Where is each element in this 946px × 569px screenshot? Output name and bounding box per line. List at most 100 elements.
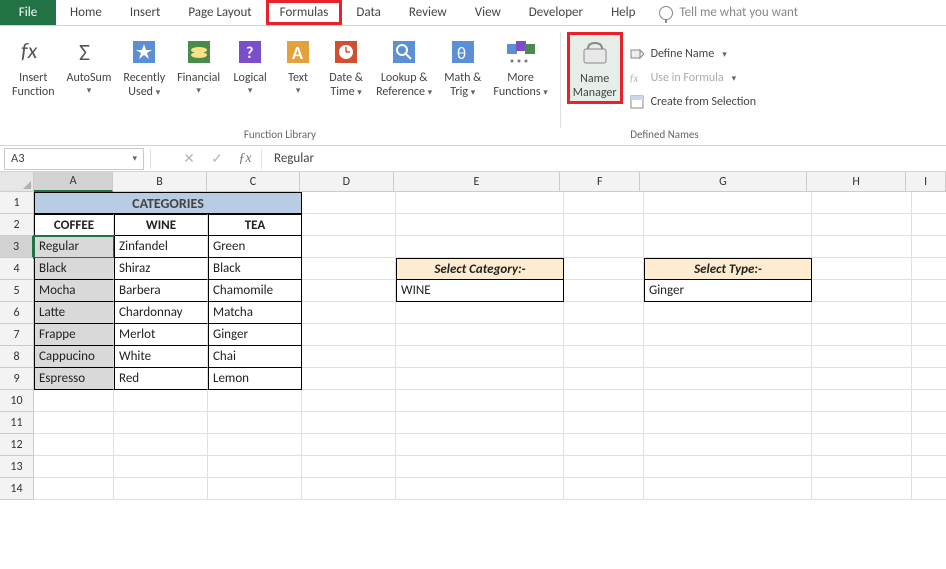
cell[interactable] — [644, 390, 812, 412]
cell[interactable]: Shiraz — [114, 258, 208, 280]
cell[interactable] — [912, 434, 946, 456]
cell[interactable] — [396, 368, 564, 390]
select-type-label[interactable]: Select Type:- — [644, 258, 812, 280]
cell[interactable] — [644, 192, 812, 214]
cell[interactable] — [396, 434, 564, 456]
cell[interactable] — [564, 456, 644, 478]
row-header[interactable]: 6 — [0, 302, 34, 324]
cell[interactable]: TEA — [208, 214, 302, 236]
cell[interactable]: Chai — [208, 346, 302, 368]
text-button[interactable]: A Text ▾ — [274, 32, 322, 98]
cell[interactable]: Mocha — [34, 280, 114, 302]
autosum-button[interactable]: Σ AutoSum ▾ — [61, 32, 118, 98]
cell[interactable] — [912, 192, 946, 214]
cell[interactable] — [396, 236, 564, 258]
cell[interactable]: Merlot — [114, 324, 208, 346]
select-category-value[interactable]: WINE — [396, 280, 564, 302]
cell[interactable] — [812, 478, 912, 500]
tab-formulas[interactable]: Formulas — [266, 0, 343, 25]
tab-developer[interactable]: Developer — [515, 0, 597, 25]
cell[interactable] — [208, 456, 302, 478]
cell[interactable] — [302, 434, 396, 456]
cell[interactable]: Chamomile — [208, 280, 302, 302]
cell[interactable] — [912, 456, 946, 478]
cell[interactable] — [302, 214, 396, 236]
cell[interactable] — [34, 434, 114, 456]
cell[interactable]: Black — [34, 258, 114, 280]
cell[interactable] — [644, 236, 812, 258]
cell[interactable] — [564, 412, 644, 434]
cell[interactable]: Barbera — [114, 280, 208, 302]
row-header[interactable]: 2 — [0, 214, 34, 236]
cell[interactable] — [564, 368, 644, 390]
row-header[interactable]: 9 — [0, 368, 34, 390]
cell[interactable] — [564, 346, 644, 368]
cell[interactable]: Latte — [34, 302, 114, 324]
row-header[interactable]: 14 — [0, 478, 34, 500]
cell[interactable] — [912, 258, 946, 280]
cell[interactable] — [912, 368, 946, 390]
cell[interactable] — [912, 236, 946, 258]
row-header[interactable]: 1 — [0, 192, 34, 214]
cell[interactable] — [912, 478, 946, 500]
cell[interactable]: Espresso — [34, 368, 114, 390]
cell[interactable] — [644, 456, 812, 478]
tab-review[interactable]: Review — [395, 0, 461, 25]
cell[interactable] — [302, 192, 396, 214]
cell[interactable] — [912, 390, 946, 412]
cell[interactable] — [812, 412, 912, 434]
cell[interactable] — [208, 412, 302, 434]
cell[interactable] — [644, 346, 812, 368]
cell[interactable]: COFFEE — [34, 214, 114, 236]
cell[interactable] — [302, 258, 396, 280]
cell[interactable] — [564, 478, 644, 500]
cell[interactable] — [912, 214, 946, 236]
enter-icon[interactable]: ✓ — [203, 150, 231, 167]
cell[interactable] — [302, 368, 396, 390]
col-header-G[interactable]: G — [640, 172, 807, 192]
col-header-D[interactable]: D — [300, 172, 393, 192]
cell[interactable] — [114, 478, 208, 500]
select-all-corner[interactable] — [0, 172, 34, 192]
name-box[interactable]: A3 ▾ — [4, 148, 144, 170]
cell[interactable] — [812, 214, 912, 236]
cell[interactable] — [396, 214, 564, 236]
cell[interactable] — [302, 456, 396, 478]
cell[interactable] — [208, 478, 302, 500]
cell[interactable] — [812, 434, 912, 456]
row-header[interactable]: 12 — [0, 434, 34, 456]
row-header[interactable]: 3 — [0, 236, 34, 258]
row-header[interactable]: 10 — [0, 390, 34, 412]
cell[interactable] — [812, 258, 912, 280]
select-type-value[interactable]: Ginger — [644, 280, 812, 302]
cell[interactable] — [644, 412, 812, 434]
tab-data[interactable]: Data — [342, 0, 395, 25]
tab-home[interactable]: Home — [56, 0, 116, 25]
grid[interactable]: CATEGORIES COFFEE WINE TEA Regular Zinfa… — [34, 192, 946, 500]
cell[interactable]: Zinfandel — [114, 236, 208, 258]
cell[interactable] — [302, 236, 396, 258]
cell[interactable] — [396, 412, 564, 434]
cell[interactable] — [812, 368, 912, 390]
cell[interactable]: Cappucino — [34, 346, 114, 368]
cell[interactable]: Green — [208, 236, 302, 258]
row-header[interactable]: 8 — [0, 346, 34, 368]
cell[interactable] — [912, 412, 946, 434]
fx-icon[interactable]: ƒx — [231, 151, 259, 167]
cell[interactable] — [34, 456, 114, 478]
financial-button[interactable]: Financial ▾ — [171, 32, 226, 98]
cell[interactable] — [564, 214, 644, 236]
cell[interactable] — [302, 478, 396, 500]
tab-page-layout[interactable]: Page Layout — [174, 0, 265, 25]
select-category-label[interactable]: Select Category:- — [396, 258, 564, 280]
define-name-button[interactable]: Define Name ▾ — [629, 46, 757, 62]
categories-header-cell[interactable]: CATEGORIES — [34, 192, 302, 214]
tab-help[interactable]: Help — [597, 0, 649, 25]
cell[interactable] — [564, 434, 644, 456]
cell[interactable] — [208, 434, 302, 456]
cell[interactable] — [114, 412, 208, 434]
cell[interactable] — [114, 390, 208, 412]
cell[interactable] — [812, 302, 912, 324]
name-manager-button[interactable]: Name Manager — [567, 32, 623, 104]
cell[interactable] — [302, 302, 396, 324]
